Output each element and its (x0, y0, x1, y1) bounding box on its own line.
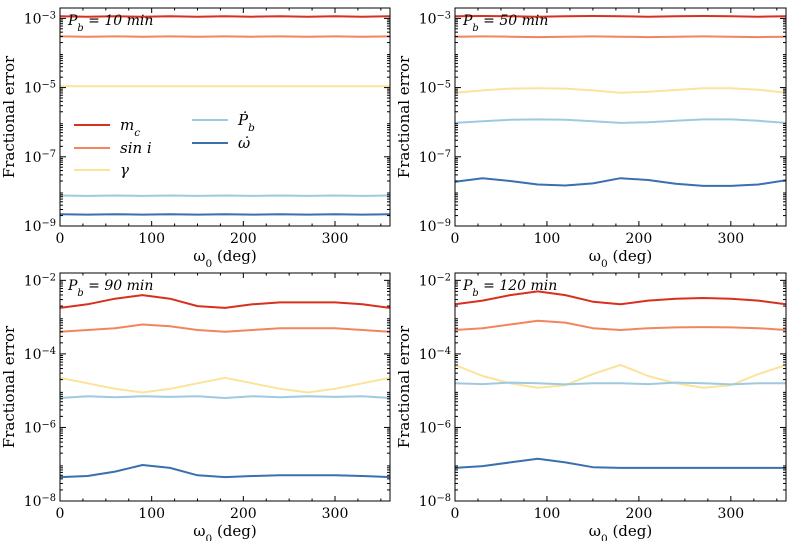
x-tick-label: 200 (626, 231, 653, 247)
legend-label-sini: sin i (120, 139, 152, 157)
panel-title: Pb = 120 min (462, 278, 557, 299)
x-tick-label: 0 (451, 506, 460, 522)
axes-frame (454, 272, 787, 502)
series-sini-line (455, 35, 786, 39)
series-sini-line (60, 323, 390, 333)
y-tick-label: 10−6 (419, 419, 451, 437)
y-tick-label: 10−5 (419, 79, 451, 97)
legend-label-mc: mc (120, 116, 140, 139)
y-tick-label: 10−5 (24, 79, 56, 97)
x-tick-label: 300 (322, 506, 349, 522)
y-tick-label: 10−4 (24, 345, 56, 363)
x-tick-label: 100 (534, 231, 561, 247)
x-tick-label: 300 (322, 231, 349, 247)
x-tick-label: 0 (56, 231, 65, 247)
x-axis-label: ω0 (deg) (193, 522, 256, 541)
series-omdot-line (60, 464, 390, 479)
x-tick-label: 300 (717, 231, 744, 247)
y-axis-label: Fractional error (395, 55, 413, 178)
panel-title: Pb = 10 min (67, 13, 153, 34)
x-axis-label: ω0 (deg) (193, 247, 256, 270)
y-tick-label: 10−9 (24, 218, 56, 236)
panel-4: 0 100 200 300 10−2 10−4 10−6 10−8 ω0 (deg) Fracti… (395, 272, 787, 541)
panel-3: 0 100 200 300 10−2 10−4 10−6 10−8 ω0 (deg) Fracti… (0, 272, 391, 541)
series-pbdot-line (455, 118, 786, 124)
y-tick-label: 10−8 (419, 493, 451, 511)
legend-label-omdot: ω̇ (238, 134, 250, 152)
x-tick-label: 200 (230, 506, 257, 522)
y-tick-label: 10−2 (24, 272, 56, 290)
y-tick-label: 10−7 (419, 148, 451, 166)
axes-frame (59, 7, 391, 227)
panel-title: Pb = 50 min (462, 13, 548, 34)
series-mc-line (60, 294, 390, 309)
y-tick-label: 10−6 (24, 419, 56, 437)
y-tick-label: 10−8 (24, 493, 56, 511)
series-gamma-line (60, 376, 390, 394)
series-omdot-line (455, 457, 786, 469)
series-omdot-line (455, 177, 786, 187)
series-gamma-line (455, 87, 786, 94)
x-tick-label: 100 (534, 506, 561, 522)
series-mc-line (455, 15, 786, 18)
x-tick-label: 0 (56, 506, 65, 522)
x-tick-label: 100 (138, 231, 165, 247)
x-tick-label: 300 (717, 506, 744, 522)
legend-label-gamma: γ (120, 161, 129, 179)
y-tick-label: 10−2 (419, 272, 451, 290)
axes-frame (59, 272, 391, 502)
x-tick-label: 200 (230, 231, 257, 247)
panel-2: 0 100 200 300 10−3 10−5 10−7 10−9 ω0 (deg) Fracti… (395, 7, 787, 270)
y-axis-label: Fractional error (0, 325, 18, 448)
x-axis-label: ω0 (deg) (589, 522, 652, 541)
x-tick-label: 100 (138, 506, 165, 522)
axes-frame (454, 7, 787, 227)
panel-title: Pb = 90 min (67, 278, 153, 299)
y-tick-label: 10−7 (24, 148, 56, 166)
y-tick-label: 10−4 (419, 345, 451, 363)
y-tick-label: 10−3 (419, 10, 451, 28)
x-tick-label: 0 (451, 231, 460, 247)
series-mc-line (455, 290, 786, 306)
series-sini-line (455, 319, 786, 331)
y-tick-label: 10−3 (24, 10, 56, 28)
series-pbdot-line (455, 381, 786, 386)
x-axis-label: ω0 (deg) (589, 247, 652, 270)
y-axis-label: Fractional error (0, 55, 18, 178)
legend-label-pbdot: Ṗb (237, 111, 255, 134)
panel-1: 0 100 200 300 10−3 10−5 10−7 10−9 ω0 (deg) Fracti… (0, 7, 391, 270)
y-axis-label: Fractional error (395, 325, 413, 448)
series-pbdot-line (60, 395, 390, 399)
x-tick-label: 200 (626, 506, 653, 522)
y-tick-label: 10−9 (419, 218, 451, 236)
